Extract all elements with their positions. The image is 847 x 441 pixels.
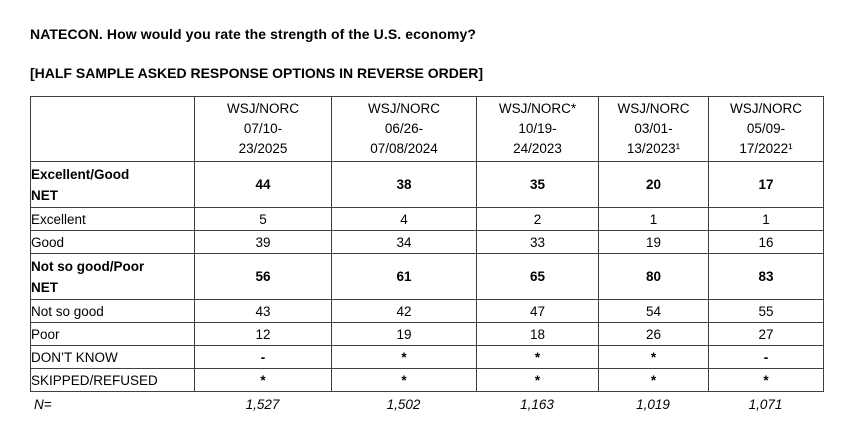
value-cell: 43	[194, 299, 332, 323]
n-value: 1,071	[748, 397, 783, 412]
value-cell: 20	[598, 161, 709, 208]
poll-results-table: WSJ/NORC 07/10- 23/2025 WSJ/NORC 06/26- …	[30, 96, 824, 392]
value-cell: -	[194, 345, 332, 369]
value-cell: 65	[476, 253, 599, 300]
value-cell: 2	[476, 207, 599, 231]
half-sample-note: [HALF SAMPLE ASKED RESPONSE OPTIONS IN R…	[30, 65, 483, 81]
value-cell: *	[476, 345, 599, 369]
table-row-dont-know: DON’T KNOW - * * * -	[30, 345, 824, 369]
value-cell: *	[194, 368, 332, 392]
question-title: NATECON. How would you rate the strength…	[30, 26, 477, 42]
value-cell: 61	[331, 253, 477, 300]
value-cell: 55	[708, 299, 824, 323]
table-row-excellent-good-net: Excellent/Good NET 44 38 35 20 17	[30, 161, 824, 208]
n-label: N=	[34, 397, 52, 412]
value-cell: -	[708, 345, 824, 369]
empty-header-cell	[30, 96, 195, 162]
table-row-good: Good 39 34 33 19 16	[30, 230, 824, 254]
n-value: 1,019	[636, 397, 670, 412]
value-cell: 1	[708, 207, 824, 231]
value-cell: 34	[331, 230, 477, 254]
n-value: 1,527	[245, 397, 280, 412]
value-cell: 47	[476, 299, 599, 323]
n-value: 1,502	[386, 397, 421, 412]
table-row-not-so-good: Not so good 43 42 47 54 55	[30, 299, 824, 323]
value-cell: *	[598, 345, 709, 369]
table-row-poor: Poor 12 19 18 26 27	[30, 322, 824, 346]
table-row-excellent: Excellent 5 4 2 1 1	[30, 207, 824, 231]
value-cell: 19	[331, 322, 477, 346]
column-header-2025: WSJ/NORC 07/10- 23/2025	[194, 96, 332, 162]
value-cell: 56	[194, 253, 332, 300]
value-cell: 42	[331, 299, 477, 323]
value-cell: 27	[708, 322, 824, 346]
row-label: Good	[30, 230, 195, 254]
row-label: Poor	[30, 322, 195, 346]
row-label: DON’T KNOW	[30, 345, 195, 369]
value-cell: 19	[598, 230, 709, 254]
value-cell: 16	[708, 230, 824, 254]
row-label: Excellent	[30, 207, 195, 231]
value-cell: *	[598, 368, 709, 392]
value-cell: 4	[331, 207, 477, 231]
value-cell: *	[331, 368, 477, 392]
value-cell: 18	[476, 322, 599, 346]
n-size-row: N= 1,527 1,502 1,163 1,019 1,071	[30, 392, 847, 417]
value-cell: 39	[194, 230, 332, 254]
value-cell: *	[476, 368, 599, 392]
row-label: Not so good/Poor NET	[30, 253, 195, 300]
value-cell: 5	[194, 207, 332, 231]
table-header-row: WSJ/NORC 07/10- 23/2025 WSJ/NORC 06/26- …	[30, 96, 824, 162]
n-value: 1,163	[520, 397, 554, 412]
row-label: Not so good	[30, 299, 195, 323]
column-header-mar-2023: WSJ/NORC 03/01- 13/2023¹	[598, 96, 709, 162]
value-cell: 44	[194, 161, 332, 208]
column-header-oct-2023: WSJ/NORC* 10/19- 24/2023	[476, 96, 599, 162]
table-row-skipped-refused: SKIPPED/REFUSED * * * * *	[30, 368, 824, 392]
value-cell: *	[331, 345, 477, 369]
value-cell: 35	[476, 161, 599, 208]
value-cell: 1	[598, 207, 709, 231]
column-header-2022: WSJ/NORC 05/09- 17/2022¹	[708, 96, 824, 162]
column-header-2024: WSJ/NORC 06/26- 07/08/2024	[331, 96, 477, 162]
value-cell: 17	[708, 161, 824, 208]
row-label: SKIPPED/REFUSED	[30, 368, 195, 392]
value-cell: 33	[476, 230, 599, 254]
table-row-not-so-good-poor-net: Not so good/Poor NET 56 61 65 80 83	[30, 253, 824, 300]
value-cell: *	[708, 368, 824, 392]
value-cell: 38	[331, 161, 477, 208]
value-cell: 80	[598, 253, 709, 300]
value-cell: 12	[194, 322, 332, 346]
value-cell: 26	[598, 322, 709, 346]
value-cell: 54	[598, 299, 709, 323]
value-cell: 83	[708, 253, 824, 300]
row-label: Excellent/Good NET	[30, 161, 195, 208]
